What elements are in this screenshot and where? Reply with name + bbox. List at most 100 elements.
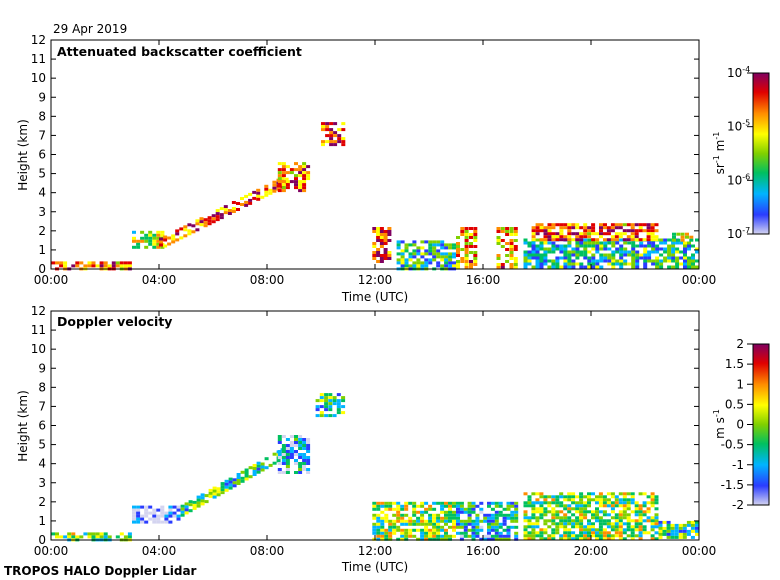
heatmap-cell <box>294 438 298 441</box>
heatmap-cell <box>306 438 311 441</box>
heatmap-cell <box>647 244 652 248</box>
heatmap-cell <box>630 519 635 523</box>
heatmap-cell <box>83 264 88 268</box>
heatmap-cell <box>523 510 528 514</box>
heatmap-cell <box>475 534 480 538</box>
heatmap-cell <box>523 519 528 523</box>
heatmap-cell <box>244 468 249 472</box>
heatmap-cell <box>281 186 286 190</box>
heatmap-cell <box>252 464 257 467</box>
heatmap-cell <box>650 495 655 499</box>
heatmap-cell <box>658 520 663 524</box>
heatmap-cell <box>658 523 663 527</box>
heatmap-cell <box>420 528 425 532</box>
heatmap-cell <box>579 534 584 538</box>
heatmap-cell <box>622 522 627 526</box>
heatmap-cell <box>256 191 261 195</box>
heatmap-cell <box>531 528 536 532</box>
y-tick-label: 2 <box>38 224 46 238</box>
heatmap-cell <box>682 532 687 536</box>
heatmap-cell <box>396 258 401 262</box>
heatmap-cell <box>622 232 627 236</box>
heatmap-cell <box>337 128 342 132</box>
heatmap-cell <box>372 230 377 233</box>
heatmap-cell <box>232 478 237 482</box>
heatmap-cell <box>180 507 185 511</box>
heatmap-cell <box>440 258 445 262</box>
heatmap-cell <box>675 241 680 245</box>
heatmap-cell <box>523 528 528 532</box>
heatmap-cell <box>630 226 635 230</box>
heatmap-cell <box>148 236 153 240</box>
heatmap-cell <box>527 256 532 260</box>
heatmap-cell <box>502 507 507 511</box>
heatmap-cell <box>551 531 556 535</box>
heatmap-cell <box>95 535 100 539</box>
heatmap-cell <box>164 520 169 524</box>
heatmap-cell <box>618 519 623 523</box>
heatmap-cell <box>252 467 257 470</box>
heatmap-cell <box>583 504 588 508</box>
heatmap-cell <box>376 534 381 538</box>
heatmap-cell <box>666 526 671 530</box>
heatmap-cell <box>547 501 552 505</box>
heatmap-cell <box>667 259 672 263</box>
heatmap-cell <box>555 495 560 499</box>
heatmap-cell <box>436 501 441 505</box>
heatmap-cell <box>224 485 229 489</box>
heatmap-cell <box>469 266 473 269</box>
heatmap-cell <box>555 247 560 251</box>
heatmap-cell <box>579 519 584 523</box>
heatmap-cell <box>467 522 472 526</box>
heatmap-cell <box>219 213 224 217</box>
heatmap-cell <box>192 506 197 510</box>
heatmap-cell <box>505 260 510 263</box>
heatmap-cell <box>610 516 615 520</box>
heatmap-cell <box>487 534 491 538</box>
heatmap-cell <box>527 516 532 520</box>
heatmap-cell <box>464 266 469 269</box>
heatmap-cell <box>638 223 643 227</box>
heatmap-cell <box>277 177 282 181</box>
heatmap-cell <box>595 537 599 541</box>
heatmap-cell <box>236 208 240 211</box>
heatmap-cell <box>638 492 643 496</box>
heatmap-cell <box>598 528 603 532</box>
heatmap-cell <box>505 227 510 230</box>
heatmap-cell <box>555 498 560 502</box>
heatmap-cell <box>379 239 384 242</box>
heatmap-cell <box>281 171 286 175</box>
heatmap-cell <box>575 247 580 251</box>
heatmap-cell <box>159 240 163 244</box>
heatmap-cell <box>396 240 401 244</box>
heatmap-cell <box>571 223 576 227</box>
heatmap-cell <box>642 519 647 523</box>
heatmap-cell <box>575 262 580 266</box>
heatmap-cell <box>396 519 401 523</box>
heatmap-cell <box>424 252 429 256</box>
heatmap-cell <box>277 435 282 438</box>
heatmap-cell <box>675 247 680 251</box>
heatmap-cell <box>79 535 84 539</box>
heatmap-cell <box>599 241 604 245</box>
heatmap-cell <box>333 122 338 126</box>
heatmap-cell <box>277 183 282 187</box>
heatmap-cell <box>539 229 544 233</box>
heatmap-cell <box>372 531 377 535</box>
heatmap-cell <box>571 492 576 496</box>
heatmap-cell <box>471 537 476 541</box>
heatmap-cell <box>412 519 417 523</box>
heatmap-cell <box>302 438 307 441</box>
heatmap-cell <box>223 208 228 212</box>
heatmap-cell <box>103 532 108 536</box>
heatmap-cell <box>579 504 584 508</box>
heatmap-cell <box>666 535 671 539</box>
heatmap-cell <box>187 232 192 236</box>
heatmap-cell <box>611 250 616 254</box>
heatmap-cell <box>479 507 484 511</box>
heatmap-cell <box>655 256 660 260</box>
heatmap-cell <box>376 537 381 541</box>
heatmap-cell <box>527 253 532 257</box>
heatmap-cell <box>579 235 584 239</box>
heatmap-cell <box>674 532 679 536</box>
